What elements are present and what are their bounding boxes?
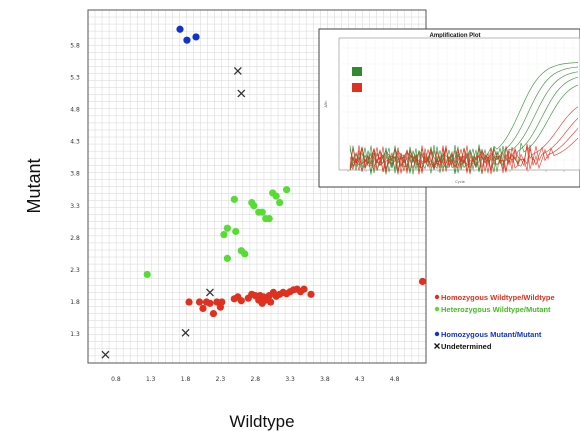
x-tick-label: 3.3	[285, 376, 295, 383]
legend-item-homozygous-wildtype: Homozygous Wildtype/Wildtype	[434, 293, 555, 302]
legend-label: Heterozygous Wildtype/Mutant	[441, 305, 551, 314]
data-point	[176, 25, 184, 33]
legend-marker-green	[434, 306, 440, 312]
data-point	[185, 298, 193, 306]
legend-item-heterozygous: Heterozygous Wildtype/Mutant	[434, 305, 551, 314]
y-tick-label: 5.8	[70, 42, 80, 49]
data-point	[199, 304, 207, 313]
data-point	[276, 198, 284, 207]
y-tick-label: 1.3	[70, 331, 80, 338]
data-point	[143, 270, 151, 279]
legend-label: Undetermined	[441, 342, 492, 351]
legend-item-homozygous-mutant: Homozygous Mutant/Mutant	[434, 330, 542, 339]
inset-curves	[347, 62, 579, 175]
legend-marker-red	[434, 294, 440, 300]
data-point	[250, 202, 258, 210]
y-tick-label: 5.3	[70, 74, 80, 81]
x-tick-label: 2.3	[216, 376, 226, 383]
y-tick-label: 2.8	[70, 235, 80, 242]
data-point	[283, 186, 291, 194]
data-point	[307, 290, 315, 298]
data-point	[206, 299, 214, 307]
legend-label: Homozygous Mutant/Mutant	[441, 330, 542, 339]
data-point	[232, 227, 240, 236]
legend: Homozygous Wildtype/Wildtype Heterozygou…	[434, 293, 555, 351]
data-point-undetermined	[101, 350, 110, 359]
legend-marker-x	[434, 343, 440, 349]
data-point	[272, 192, 280, 200]
x-axis-title: Wildtype	[229, 412, 294, 431]
legend-item-undetermined: Undetermined	[434, 342, 492, 351]
data-point	[230, 195, 238, 203]
data-point	[218, 298, 226, 306]
legend-marker-blue	[434, 331, 440, 337]
legend-label: Homozygous Wildtype/Wildtype	[441, 293, 555, 302]
data-point	[192, 33, 200, 41]
data-point	[183, 36, 191, 44]
data-point	[220, 231, 228, 239]
y-tick-label: 1.8	[70, 299, 80, 306]
data-point	[418, 277, 427, 286]
inset-red-swatch	[352, 83, 362, 92]
data-point	[209, 309, 218, 318]
data-point	[300, 285, 308, 293]
inset-green-swatch	[352, 67, 362, 76]
data-point	[265, 214, 273, 223]
amplification-curve	[349, 137, 579, 175]
data-point	[195, 298, 204, 306]
amplification-curve	[349, 84, 579, 175]
y-tick-label: 3.3	[70, 203, 80, 210]
x-tick-label: 4.8	[390, 376, 400, 383]
amplification-curve	[349, 128, 579, 175]
amplification-curve	[349, 66, 579, 174]
x-tick-label: 2.8	[250, 376, 260, 383]
inset-plot-area	[338, 37, 580, 171]
y-tick-label: 3.8	[70, 171, 80, 178]
amplification-plot-inset: Amplification Plot Cycle ΔRn	[318, 28, 580, 188]
x-tick-label: 1.3	[146, 376, 156, 383]
data-point-undetermined	[205, 288, 214, 297]
y-tick-label: 4.3	[70, 139, 80, 146]
amplification-curve	[349, 106, 579, 175]
inset-y-label: ΔRn	[324, 100, 328, 107]
y-tick-label: 2.3	[70, 267, 80, 274]
x-tick-label: 1.8	[181, 376, 191, 383]
x-tick-label: 0.8	[111, 376, 121, 383]
inset-title: Amplification Plot	[430, 33, 481, 39]
x-tick-label: 3.8	[320, 376, 330, 383]
data-point	[223, 254, 231, 262]
data-point-undetermined	[233, 67, 242, 75]
x-tick-labels: 0.8 1.3 1.8 2.3 2.8 3.3 3.8 4.3 4.8	[111, 376, 399, 383]
inset-x-label: Cycle	[455, 180, 465, 184]
data-point	[266, 298, 275, 306]
data-points	[101, 25, 427, 359]
data-point	[258, 208, 266, 216]
data-point-undetermined	[181, 328, 190, 337]
y-axis-title: Mutant	[24, 158, 44, 213]
data-point	[237, 297, 245, 305]
x-tick-label: 4.3	[355, 376, 365, 383]
y-tick-labels: 1.3 1.8 2.3 2.8 3.3 3.8 4.3 4.8 5.3 5.8	[70, 42, 80, 338]
data-point	[223, 224, 231, 232]
y-tick-label: 4.8	[70, 106, 80, 113]
data-point	[241, 250, 249, 258]
data-point-undetermined	[237, 89, 246, 98]
